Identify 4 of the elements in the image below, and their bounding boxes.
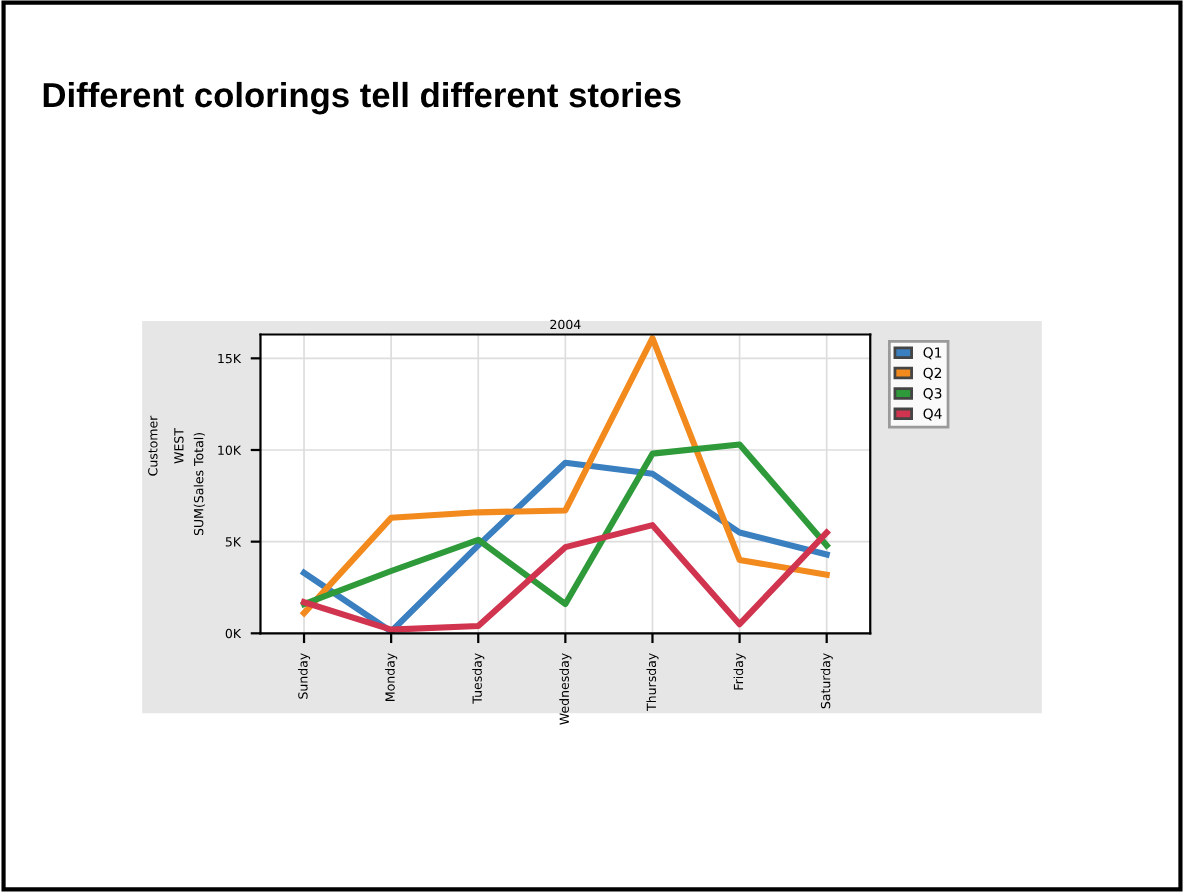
chart-title: Different colorings tell different stories [43,81,681,115]
line-series [300,441,830,608]
line-series [300,522,830,633]
line-series [300,335,830,617]
